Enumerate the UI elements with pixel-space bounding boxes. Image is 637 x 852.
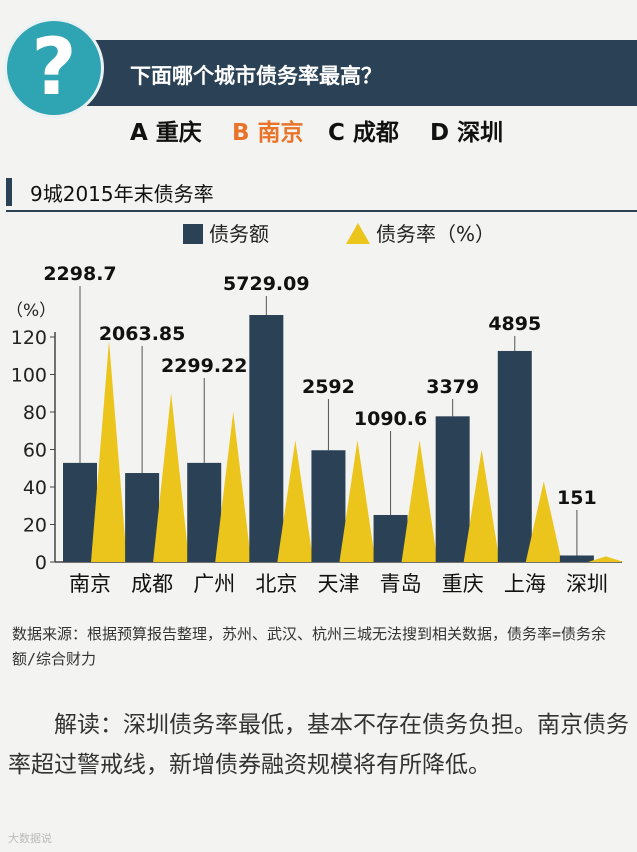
debt-bar (435, 416, 470, 562)
y-axis-label: （%） (6, 301, 56, 321)
y-tick-label: 0 (35, 552, 47, 574)
ratio-triangle (525, 481, 562, 562)
debt-value-label: 2063.85 (99, 323, 186, 345)
y-tick-label: 60 (23, 440, 47, 462)
y-tick-label: 100 (11, 365, 47, 387)
ratio-triangle (401, 440, 438, 562)
debt-value-label: 2298.7 (43, 263, 116, 285)
y-tick-label: 40 (23, 477, 47, 499)
ratio-triangle (463, 449, 500, 562)
title-accent (6, 178, 12, 206)
section-divider (6, 210, 637, 212)
ratio-triangle (277, 440, 314, 562)
x-tick-label: 上海 (504, 572, 546, 596)
legend-label-debt: 债务额 (209, 222, 269, 246)
ratio-triangle (91, 340, 127, 562)
section-title: 9城2015年末债务率 (30, 182, 214, 206)
ratio-triangle (215, 412, 252, 562)
x-tick-label: 青岛 (380, 572, 422, 596)
analysis-text: 解读：深圳债务率最低，基本不存在债务负担。南京债务率超过警戒线，新增债券融资规模… (8, 712, 629, 778)
debt-value-label: 4895 (488, 313, 541, 335)
question-icon: ? (4, 18, 104, 118)
ratio-triangle (587, 556, 624, 562)
debt-value-label: 3379 (426, 376, 479, 398)
ratio-triangle (339, 440, 376, 562)
option-c[interactable]: C 成都 (328, 120, 399, 146)
debt-bar (559, 555, 594, 562)
debt-bar (125, 473, 160, 562)
legend: 债务额 债务率（%） (183, 222, 495, 246)
x-tick-label: 广州 (193, 572, 235, 596)
option-d[interactable]: D 深圳 (430, 120, 504, 146)
y-tick-label: 20 (23, 515, 47, 537)
x-tick-label: 深圳 (566, 572, 608, 596)
section-header: 9城2015年末债务率 (0, 170, 637, 212)
debt-bar (63, 462, 97, 562)
debt-value-label: 151 (557, 487, 597, 509)
debt-bar (311, 450, 346, 562)
legend-swatch-ratio (346, 223, 370, 244)
y-tick-label: 80 (23, 402, 47, 424)
y-tick-label: 120 (11, 327, 47, 349)
chart-marks: 2298.7 南京 2063.85 成都 2299.22 广州 5729.09 北京 2592 天… (43, 263, 624, 596)
debt-value-label: 5729.09 (223, 273, 310, 295)
x-tick-label: 成都 (131, 572, 173, 596)
ratio-triangle (153, 393, 190, 562)
x-tick-label: 重庆 (442, 572, 484, 596)
debt-bar (249, 315, 284, 562)
source-note: 数据来源：根据预算报告整理，苏州、武汉、杭州三城无法搜到相关数据，债务率=债务余… (12, 625, 607, 668)
legend-swatch-debt (183, 224, 203, 244)
option-a[interactable]: A 重庆 (130, 120, 202, 146)
question-text: 下面哪个城市债务率最高？ (130, 64, 382, 88)
x-tick-label: 南京 (69, 572, 111, 596)
debt-bar (373, 514, 408, 562)
debt-value-label: 2592 (302, 376, 355, 398)
debt-value-label: 2299.22 (161, 355, 248, 377)
x-tick-label: 北京 (255, 572, 297, 596)
option-b[interactable]: B 南京 (232, 120, 304, 146)
legend-label-ratio: 债务率（%） (376, 222, 495, 246)
debt-bar (497, 350, 532, 562)
x-tick-label: 天津 (318, 572, 360, 596)
debt-bar (187, 462, 222, 562)
debt-value-label: 1090.6 (354, 408, 427, 430)
watermark: 大数据说 (8, 832, 52, 845)
question-banner (55, 40, 637, 106)
